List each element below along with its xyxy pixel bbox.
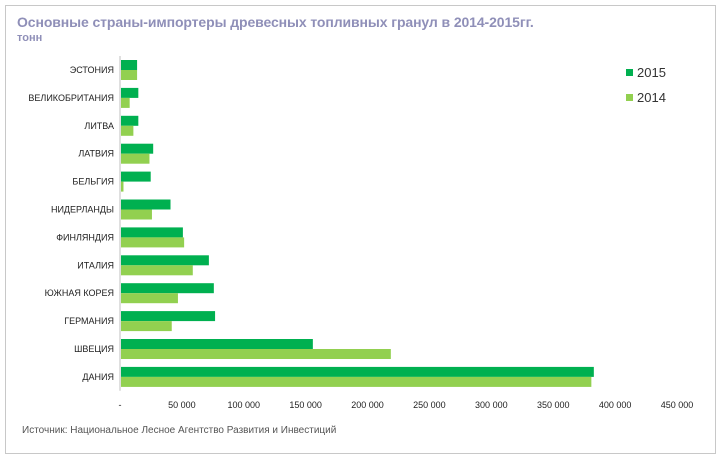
x-tick-label: 250 000 [413, 400, 446, 410]
bar-2015-1 [121, 60, 138, 70]
chart-source: Источник: Национальное Лесное Агентство … [22, 425, 337, 436]
x-tick-label: 50 000 [168, 400, 196, 410]
legend-swatch-2015 [626, 69, 633, 76]
bar-2015-5 [121, 171, 151, 182]
bar-2014-8 [121, 265, 193, 276]
x-tick-label: 150 000 [289, 400, 322, 410]
x-tick-label: 350 000 [537, 400, 570, 410]
category-label: ИТАЛИЯ [77, 260, 114, 270]
category-label: ЛИТВА [84, 121, 114, 131]
bar-2015-3 [121, 115, 139, 126]
bar-2014-3 [121, 125, 134, 136]
bar-2014-1 [121, 70, 138, 80]
bar-2014-2 [121, 97, 130, 108]
x-tick-label: 200 000 [351, 400, 384, 410]
x-tick-label: 400 000 [599, 400, 632, 410]
category-label: ДАНИЯ [82, 372, 114, 382]
legend-label-2014: 2014 [637, 90, 666, 105]
category-label: ЮЖНАЯ КОРЕЯ [45, 288, 114, 298]
bar-2015-8 [121, 255, 209, 266]
category-label: ЭСТОНИЯ [70, 65, 114, 75]
bar-2015-7 [121, 227, 183, 238]
bar-2014-4 [121, 153, 150, 164]
category-label: ВЕЛИКОБРИТАНИЯ [28, 93, 114, 103]
x-tick-label: 450 000 [661, 400, 694, 410]
bar-2015-6 [121, 199, 171, 210]
category-label: ЛАТВИЯ [78, 149, 114, 159]
bar-2014-6 [121, 209, 152, 220]
bar-2014-12 [121, 376, 592, 387]
bar-2014-10 [121, 321, 172, 332]
chart-title: Основные страны-импортеры древесных топл… [17, 14, 534, 30]
bar-2014-7 [121, 237, 185, 248]
bar-2015-12 [121, 366, 594, 377]
legend-swatch-2014 [626, 94, 633, 101]
category-label: ШВЕЦИЯ [74, 344, 114, 354]
bar-2014-9 [121, 293, 178, 304]
bar-2015-2 [121, 87, 139, 98]
bar-2014-5 [121, 181, 124, 192]
category-label: БЕЛЬГИЯ [72, 177, 114, 187]
category-label: ФИНЛЯНДИЯ [56, 232, 114, 242]
bar-2015-11 [121, 339, 313, 349]
chart-subtitle: тонн [17, 32, 43, 44]
bar-2014-11 [121, 349, 391, 359]
x-tick-label: - [119, 400, 122, 410]
bar-2015-9 [121, 283, 214, 294]
bar-2015-10 [121, 311, 216, 322]
x-tick-label: 100 000 [228, 400, 261, 410]
bar-2015-4 [121, 143, 154, 154]
category-label: НИДЕРЛАНДЫ [51, 205, 114, 215]
category-label: ГЕРМАНИЯ [64, 316, 114, 326]
x-tick-label: 300 000 [475, 400, 508, 410]
legend-label-2015: 2015 [637, 65, 666, 80]
